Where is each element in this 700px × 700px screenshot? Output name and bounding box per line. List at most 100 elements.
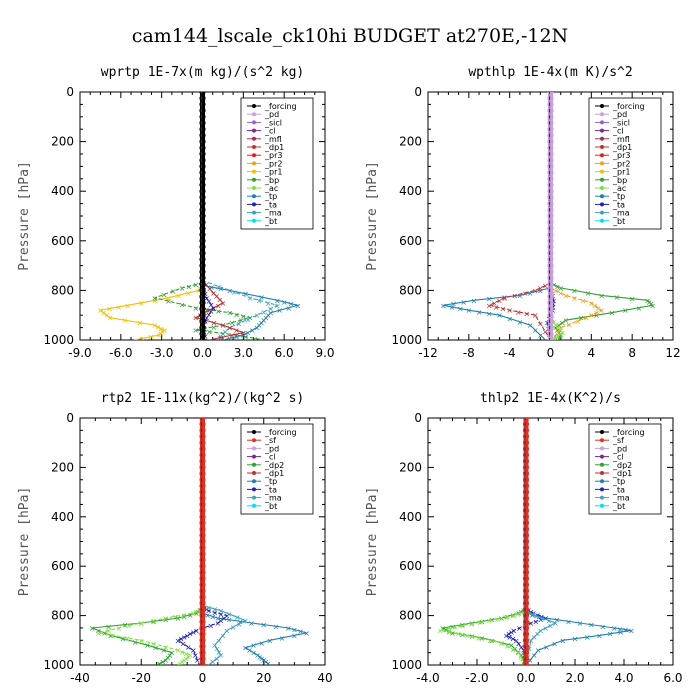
- series-point: [199, 188, 206, 195]
- legend-marker: [252, 128, 256, 133]
- series-point: ×: [532, 617, 539, 626]
- series-point: ×: [517, 318, 524, 327]
- series-point: ×: [177, 659, 184, 668]
- series-point: ×: [622, 626, 629, 635]
- series-point: [199, 593, 206, 601]
- series-point: [199, 281, 206, 288]
- legend-entry: _tp: [264, 192, 277, 201]
- series-point: ×: [551, 318, 558, 327]
- series-point: ×: [281, 298, 288, 307]
- series-point: ×: [254, 324, 261, 333]
- panel-2: wpthlp 1E-4x(m K)/s^2 Pressure [hPa] 0 200 4…: [365, 65, 681, 360]
- series-point: ×: [496, 311, 503, 320]
- series-point: ×: [500, 305, 507, 314]
- series-point: ×: [455, 630, 462, 639]
- series-point: ×: [552, 324, 559, 333]
- series-point: ×: [537, 331, 544, 340]
- series-point: [199, 606, 206, 613]
- series-point: [199, 157, 206, 164]
- series-point: [522, 451, 530, 459]
- series-point: ×: [214, 619, 221, 628]
- series-point: ×: [297, 627, 304, 636]
- x-tick-label: 0: [199, 671, 207, 685]
- series-point: ×: [100, 309, 107, 318]
- series-point: ×: [260, 316, 267, 325]
- series-point: ×: [475, 634, 482, 643]
- series-point: [547, 312, 554, 319]
- y-tick-label: 1000: [391, 333, 422, 347]
- series-point: ×: [574, 317, 581, 326]
- series-point: [522, 563, 530, 570]
- series-point: ×: [588, 311, 595, 320]
- series-point: ×: [285, 304, 292, 313]
- series-point: ×: [159, 658, 166, 667]
- series-point: ×: [203, 314, 210, 323]
- series-point: ×: [165, 297, 172, 306]
- series-point: ×: [274, 301, 281, 310]
- series-point: [199, 95, 206, 102]
- series-point: ×: [527, 656, 534, 665]
- series-point: [547, 181, 554, 189]
- series-point: ×: [162, 656, 169, 665]
- series-point: ×: [551, 334, 558, 343]
- legend-entry: _bt: [264, 502, 277, 511]
- series-point: ×: [209, 612, 216, 621]
- panel-title: rtp2 1E-11x(kg^2)/(kg^2 s): [101, 391, 305, 406]
- series-point: [199, 624, 206, 632]
- series-point: ×: [543, 643, 550, 652]
- series-point: ×: [557, 330, 564, 339]
- series-point: ×: [646, 298, 653, 307]
- series-point: ×: [263, 314, 270, 323]
- legend-entry: _forcing: [264, 102, 297, 111]
- series-point: ×: [531, 651, 538, 660]
- series-point: [547, 243, 554, 251]
- panels: wprtp 1E-7x(m kg)/(s^2 kg) Pressure [hPa]…: [17, 65, 683, 685]
- series-point: ×: [226, 286, 233, 295]
- series-point: ×: [508, 641, 515, 650]
- series-point: ×: [180, 640, 187, 649]
- series-point: ×: [542, 624, 549, 633]
- series-point: ×: [122, 316, 129, 325]
- series-point: ×: [204, 305, 211, 314]
- series-point: ×: [217, 285, 224, 294]
- series-point: ×: [175, 291, 182, 300]
- series-point: ×: [608, 309, 615, 318]
- legend-marker: [600, 145, 604, 149]
- series-point: [547, 281, 554, 288]
- series-point: [199, 507, 206, 514]
- series-point: ×: [224, 626, 231, 635]
- series-point: ×: [242, 333, 249, 342]
- series-point: ×: [192, 281, 199, 290]
- legend-entry: _ta: [612, 485, 625, 494]
- series-point: ×: [193, 607, 200, 616]
- series-point: ×: [152, 644, 159, 653]
- series-point: ×: [258, 654, 265, 663]
- series-point: [522, 593, 530, 601]
- series-point: ×: [183, 649, 190, 658]
- series-point: ×: [132, 638, 139, 647]
- series-point: ×: [503, 631, 510, 640]
- series-point: ×: [195, 286, 202, 295]
- series-point: [199, 194, 206, 201]
- series-point: ×: [236, 620, 243, 629]
- series-point: ×: [183, 654, 190, 663]
- series-point: ×: [138, 619, 145, 628]
- series-point: ×: [285, 624, 292, 633]
- series-point: ×: [214, 614, 221, 623]
- series-point: [199, 92, 206, 96]
- series-point: ×: [585, 289, 592, 298]
- series-point: [199, 513, 206, 520]
- legend-marker: [252, 136, 256, 141]
- series-point: ×: [187, 611, 194, 620]
- legend-entry: _pr2: [612, 159, 630, 168]
- series-point: ×: [518, 653, 525, 662]
- series-point: ×: [124, 301, 131, 310]
- series-point: ×: [138, 299, 145, 308]
- x-tick-label: -9.0: [68, 346, 91, 360]
- series-point: ×: [446, 628, 453, 637]
- series-point: ×: [152, 296, 159, 305]
- series-point: ×: [179, 648, 186, 657]
- series-point: ×: [557, 324, 564, 333]
- series-point: [522, 482, 530, 490]
- legend-marker: [252, 503, 256, 508]
